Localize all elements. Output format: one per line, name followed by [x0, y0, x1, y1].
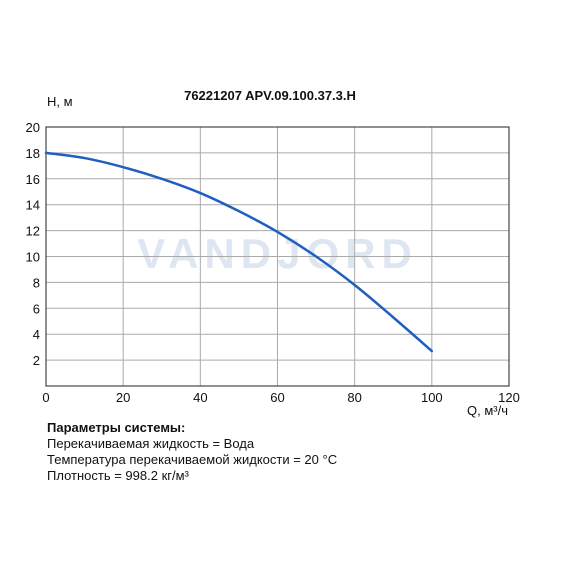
watermark-text: VANDJORD — [137, 230, 418, 277]
y-tick-label: 8 — [33, 275, 40, 290]
x-tick-label: 100 — [421, 390, 443, 405]
y-tick-label: 14 — [26, 198, 40, 213]
y-tick-label: 2 — [33, 353, 40, 368]
y-tick-label: 10 — [26, 250, 40, 265]
x-tick-label: 60 — [270, 390, 284, 405]
tick-labels: 0 20 40 60 80 100 120 2 4 6 8 10 12 14 16 18 20 — [26, 120, 520, 405]
chart-title: 76221207 APV.09.100.37.3.H — [184, 88, 356, 103]
x-tick-label: 40 — [193, 390, 207, 405]
params-liquid: Перекачиваемая жидкость = Вода — [47, 436, 255, 451]
series — [44, 151, 434, 353]
x-tick-label: 80 — [347, 390, 361, 405]
y-tick-label: 12 — [26, 224, 40, 239]
y-axis-label: H, м — [47, 94, 73, 109]
x-tick-label: 120 — [498, 390, 520, 405]
params-density: Плотность = 998.2 кг/м³ — [47, 468, 189, 483]
y-tick-label: 6 — [33, 301, 40, 316]
y-tick-label: 16 — [26, 172, 40, 187]
params-temperature: Температура перекачиваемой жидкости = 20… — [47, 452, 338, 467]
x-tick-label: 20 — [116, 390, 130, 405]
watermark: VANDJORD — [137, 230, 418, 277]
system-parameters: Параметры системы: Перекачиваемая жидкос… — [47, 420, 337, 484]
y-tick-label: 4 — [33, 327, 40, 342]
params-heading: Параметры системы: — [47, 420, 186, 435]
series-line — [44, 151, 434, 353]
y-tick-label: 20 — [26, 120, 40, 135]
plot-frame — [45, 126, 510, 387]
x-tick-label: 0 — [42, 390, 49, 405]
x-axis-label: Q, м³/ч — [467, 403, 508, 418]
y-tick-label: 18 — [26, 146, 40, 161]
